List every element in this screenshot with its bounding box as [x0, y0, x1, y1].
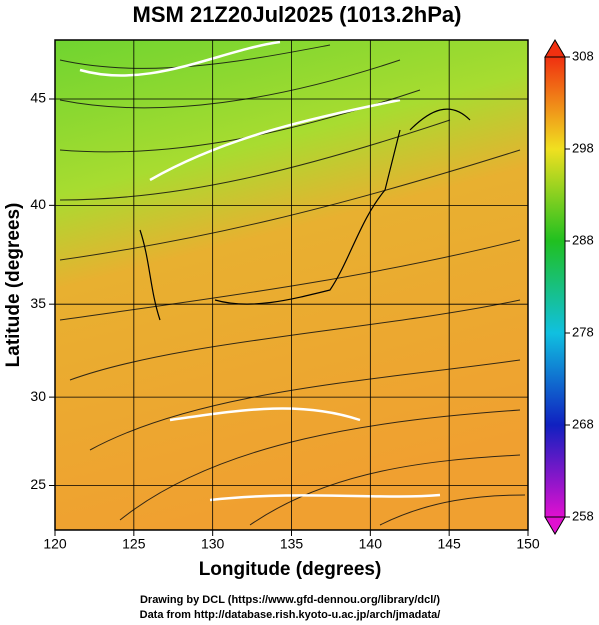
x-tick-label: 145: [437, 536, 461, 552]
x-tick-label: 135: [280, 536, 304, 552]
y-axis-label: Latitude (degrees): [3, 203, 24, 368]
chart-title: MSM 21Z20Jul2025 (1013.2hPa): [133, 2, 462, 27]
colorbar-tick-label: 278: [572, 324, 594, 339]
colorbar-tick-label: 308: [572, 48, 594, 63]
isobars: [79, 40, 441, 502]
colorbar-tick-label: 268: [572, 416, 594, 431]
colorbar-tick-label: 298: [572, 140, 594, 155]
colorbar-tick-label: 288: [572, 232, 594, 247]
x-tick-label: 140: [359, 536, 383, 552]
x-axis-label: Longitude (degrees): [199, 559, 382, 580]
x-tick-label: 150: [516, 536, 540, 552]
footer-line: Drawing by DCL (https://www.gfd-dennou.o…: [140, 594, 440, 606]
streamlines: [59, 44, 526, 526]
colorbar-tick-label: 258: [572, 508, 594, 523]
y-tick-label: 40: [30, 196, 46, 212]
y-tick-label: 45: [30, 90, 46, 106]
colorbar-extend-top: [544, 39, 566, 58]
y-tick-label: 25: [30, 476, 46, 492]
x-tick-label: 130: [201, 536, 225, 552]
colorbar: [544, 56, 566, 518]
y-tick-label: 35: [30, 295, 46, 311]
y-tick-label: 30: [30, 388, 46, 404]
coastline: [139, 108, 471, 321]
footer-line: Data from http://database.rish.kyoto-u.a…: [140, 609, 441, 621]
colorbar-extend-bottom: [544, 516, 566, 535]
x-tick-label: 125: [122, 536, 146, 552]
x-tick-label: 120: [43, 536, 67, 552]
